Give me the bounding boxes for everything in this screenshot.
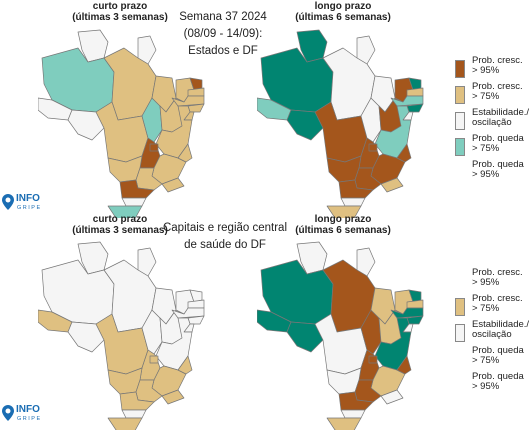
legend-label: Estabilidade./oscilação — [472, 107, 530, 128]
location-pin-icon — [2, 194, 14, 210]
bottom-right-title-line2: (últimas 6 semanas) — [295, 225, 391, 236]
state-sc — [340, 409, 366, 419]
state-df — [368, 355, 378, 364]
state-df — [149, 143, 159, 152]
top-center-line1: Semana 37 2024 — [179, 11, 267, 23]
state-rj — [380, 177, 404, 193]
state-es — [177, 143, 193, 163]
state-es — [396, 355, 412, 375]
state-rs — [107, 205, 143, 218]
top-center-line3: Estados e DF — [188, 45, 258, 57]
logo-text: INFO — [16, 193, 40, 204]
state-rs — [326, 417, 362, 430]
bottom-center-line1: Capitais e região central — [162, 222, 287, 234]
state-ap — [356, 35, 376, 65]
bottom-center-line2: de saúde do DF — [184, 239, 266, 251]
state-ap — [137, 35, 157, 65]
top-left-title: curto prazo (últimas 3 semanas) — [55, 1, 185, 23]
bottom-left-title-line2: (últimas 3 semanas) — [72, 225, 168, 236]
top-center-line2: (08/09 - 14/09): — [183, 28, 263, 40]
state-df — [368, 143, 378, 152]
legend-bottom: Prob. cresc. > 95% Prob. cresc. > 75% Estabi… — [455, 268, 530, 398]
legend-swatch — [455, 324, 465, 342]
map-top-short-term — [38, 29, 205, 218]
state-es — [177, 355, 193, 375]
location-pin-icon — [2, 405, 14, 421]
state-rj — [161, 177, 185, 193]
top-right-title-line2: (últimas 6 semanas) — [295, 12, 391, 23]
infogripe-logo-bottom: INFO GRIPE — [2, 405, 50, 431]
legend-swatch — [455, 298, 465, 316]
legend-swatch — [455, 60, 465, 78]
top-left-title-line1: curto prazo — [92, 1, 148, 12]
state-sc — [121, 409, 147, 419]
top-left-title-line2: (últimas 3 semanas) — [72, 12, 168, 23]
legend-label: Prob. queda > 95% — [472, 371, 524, 392]
state-sc — [340, 197, 366, 207]
legend-label: Prob. cresc. > 75% — [472, 293, 523, 314]
legend-label: Prob. queda > 75% — [472, 345, 524, 366]
legend-label: Prob. cresc. > 95% — [472, 55, 523, 76]
map-bottom-long-term — [257, 241, 424, 430]
legend-swatch — [455, 112, 465, 130]
legend-label: Prob. queda > 95% — [472, 159, 524, 180]
state-rs — [107, 417, 143, 430]
infogripe-logo-top: INFO GRIPE — [2, 194, 50, 220]
legend-swatch — [455, 138, 465, 156]
state-sc — [121, 197, 147, 207]
legend-label: Prob. queda > 75% — [472, 133, 524, 154]
bottom-center-title: Capitais e região central de saúde do DF — [160, 220, 290, 254]
legend-top: Prob. cresc. > 95% Prob. cresc. > 75% Estabi… — [455, 56, 530, 186]
legend-label: Prob. cresc. > 75% — [472, 81, 523, 102]
state-es — [396, 143, 412, 163]
map-top-long-term — [257, 29, 424, 218]
bottom-left-title: curto prazo (últimas 3 semanas) — [55, 214, 185, 236]
top-center-title: Semana 37 2024 (08/09 - 14/09): Estados … — [163, 9, 283, 60]
state-rs — [326, 205, 362, 218]
logo-text: INFO — [16, 404, 40, 415]
state-ap — [356, 247, 376, 277]
state-rj — [380, 389, 404, 405]
bottom-right-title: longo prazo (últimas 6 semanas) — [278, 214, 408, 236]
top-right-title: longo prazo (últimas 6 semanas) — [278, 1, 408, 23]
state-rj — [161, 389, 185, 405]
logo-sub: GRIPE — [17, 416, 42, 422]
bottom-right-title-line1: longo prazo — [314, 214, 372, 225]
legend-label: Prob. cresc. > 95% — [472, 267, 523, 288]
legend-swatch — [455, 86, 465, 104]
state-df — [149, 355, 159, 364]
logo-sub: GRIPE — [17, 205, 42, 211]
top-right-title-line1: longo prazo — [314, 1, 372, 12]
state-ap — [137, 247, 157, 277]
map-bottom-short-term — [38, 241, 205, 430]
bottom-left-title-line1: curto prazo — [92, 214, 148, 225]
legend-label: Estabilidade./oscilação — [472, 319, 530, 340]
